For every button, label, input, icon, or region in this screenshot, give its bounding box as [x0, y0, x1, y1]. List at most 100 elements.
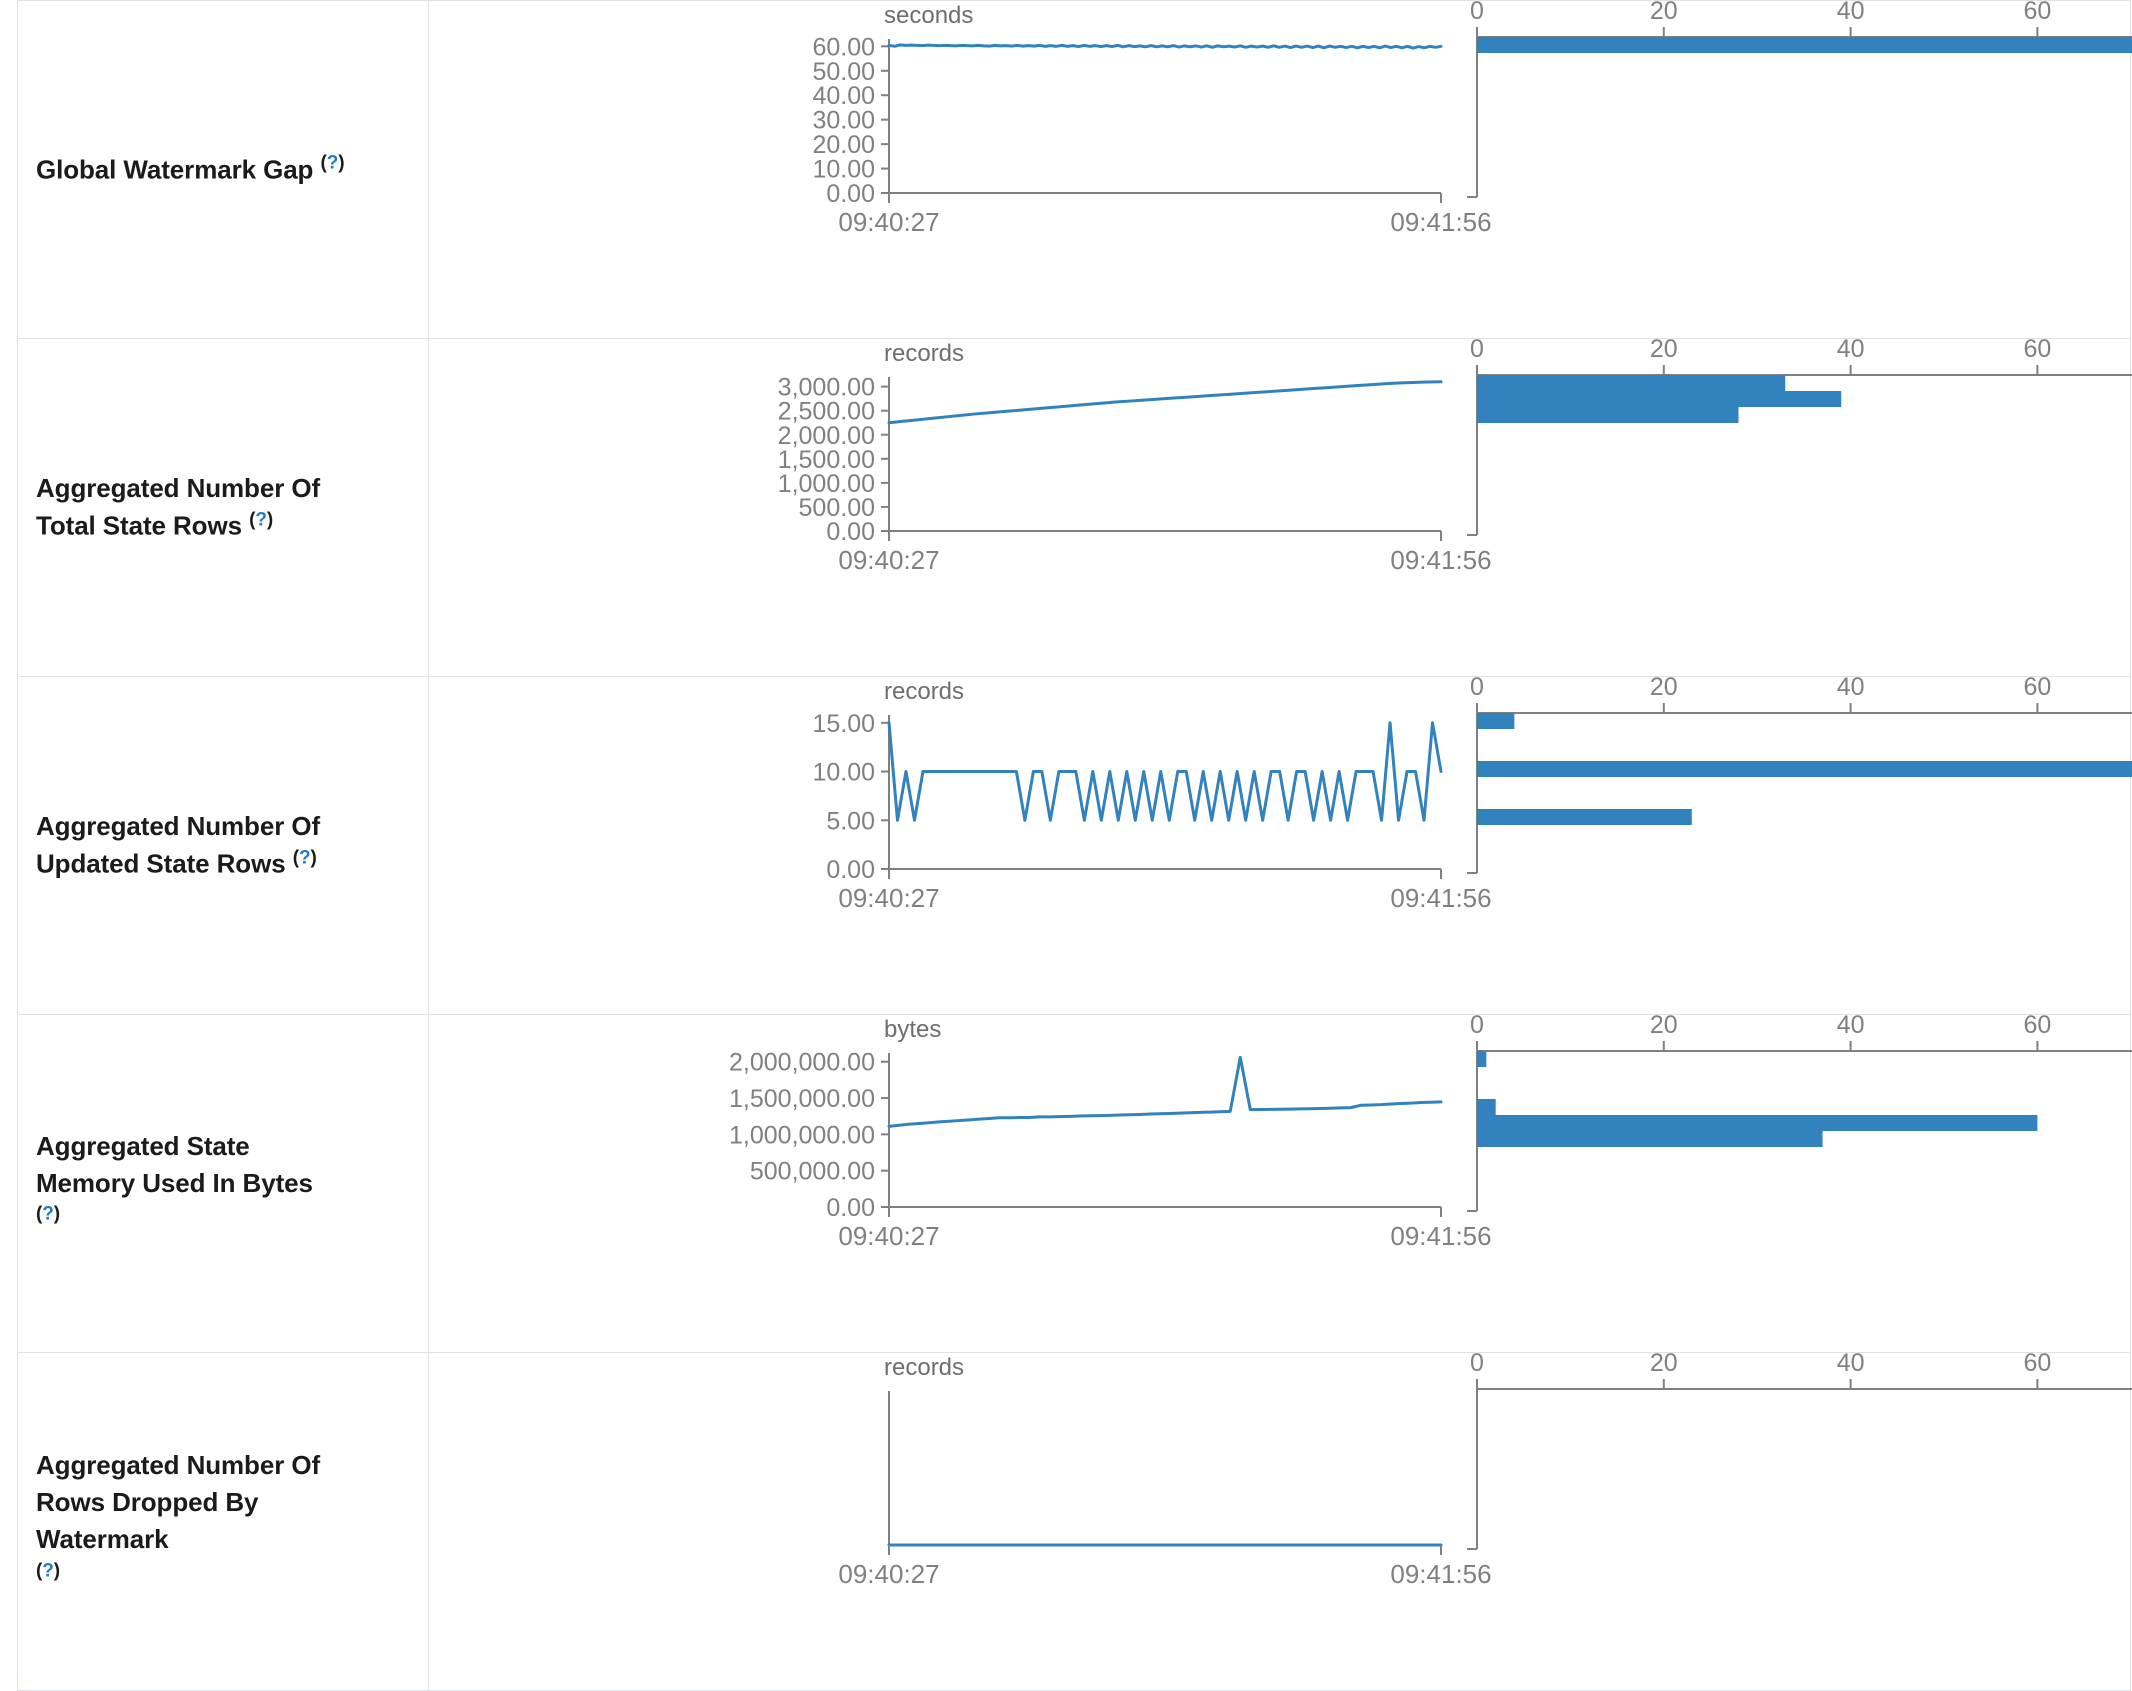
histogram-chart-aggregated-state-memory-used-in-bytes: 020406080100#batches: [1467, 1011, 2132, 1212]
metric-label-line: Aggregated State: [36, 1128, 402, 1165]
histogram-x-tick-label: 60: [2023, 1349, 2051, 1377]
timeline-container-aggregated-number-of-rows-dropped-by-watermark: records 09:40:27 09:41:56: [429, 1353, 1491, 1690]
histogram-x-tick-label: 60: [2023, 673, 2051, 701]
histogram-container-aggregated-number-of-rows-dropped-by-watermark: 020406080100#batches: [1449, 1349, 2132, 1690]
y-tick-label: 10.00: [812, 759, 875, 787]
timeline-container-aggregated-number-of-updated-state-rows: records 0.00 5.00 10.00 15.00 09:40:27 09:41:5…: [429, 677, 1491, 1014]
stats-row-aggregated-state-memory-used-in-bytes: Aggregated State Memory Used In Bytes (?) b…: [17, 1011, 2132, 1353]
viz-row: bytes 0.00 500,000.00 1,000,000.00 1,500,000…: [429, 1011, 2132, 1352]
metric-label-line: Updated State Rows (?): [36, 845, 402, 883]
y-tick-label: 60.00: [812, 33, 875, 61]
metric-viz-cell-aggregated-state-memory-used-in-bytes: bytes 0.00 500,000.00 1,000,000.00 1,500,000…: [428, 1011, 2132, 1353]
x-axis-end-time: 09:41:56: [1390, 883, 1491, 913]
stats-row-aggregated-number-of-rows-dropped-by-watermark: Aggregated Number Of Rows Dropped By Water…: [17, 1349, 2132, 1691]
help-tooltip-marker: (?): [320, 152, 344, 184]
y-tick-label: 0.00: [826, 180, 875, 208]
x-axis-end-time: 09:41:56: [1390, 1559, 1491, 1589]
metric-label-line: Memory Used In Bytes: [36, 1165, 402, 1202]
metric-label-line: Aggregated Number Of: [36, 470, 402, 507]
histogram-x-tick-label: 40: [1837, 1349, 1865, 1377]
y-tick-label: 10.00: [812, 156, 875, 184]
metric-viz-cell-aggregated-number-of-rows-dropped-by-watermark: records09:40:2709:41:56020406080100#batc…: [428, 1349, 2132, 1691]
metric-label-text: Aggregated State: [36, 1130, 250, 1161]
histogram-bar: [1477, 1051, 1487, 1067]
y-tick-label: 500,000.00: [750, 1158, 875, 1186]
y-tick-label: 20.00: [812, 131, 875, 159]
paren-open: (: [320, 152, 327, 174]
x-axis-end-time: 09:41:56: [1390, 207, 1491, 237]
help-icon[interactable]: ?: [255, 509, 267, 531]
metric-label-text: Aggregated Number Of: [36, 473, 321, 504]
help-tooltip-marker: (?): [249, 509, 274, 541]
y-tick-label: 2,000,000.00: [729, 1049, 875, 1077]
metric-label-text: Watermark: [36, 1524, 169, 1555]
metric-label-text: Total State Rows: [36, 510, 242, 541]
histogram-x-tick-label: 0: [1470, 0, 1484, 25]
help-icon[interactable]: ?: [42, 1203, 54, 1225]
y-tick-label: 30.00: [812, 107, 875, 135]
metric-label-text: Global Watermark Gap: [36, 154, 314, 185]
metric-label-cell-aggregated-number-of-rows-dropped-by-watermark: Aggregated Number Of Rows Dropped By Water…: [17, 1352, 429, 1691]
stats-row-aggregated-number-of-total-state-rows: Aggregated Number Of Total State Rows (?)…: [17, 335, 2132, 677]
y-axis-unit-label: bytes: [884, 1016, 941, 1043]
x-axis-end-time: 09:41:56: [1390, 1221, 1491, 1251]
y-tick-label: 1,000.00: [778, 470, 875, 498]
viz-row: records09:40:2709:41:56020406080100#batc…: [429, 1349, 2132, 1690]
y-tick-label: 1,500,000.00: [729, 1085, 875, 1113]
y-tick-label: 2,500.00: [778, 398, 875, 426]
paren-close: ): [266, 509, 274, 531]
histogram-x-tick-label: 20: [1650, 673, 1678, 701]
histogram-container-aggregated-number-of-updated-state-rows: 020406080100#batches: [1449, 673, 2132, 1014]
paren-open: (: [249, 509, 256, 531]
metric-label-text: Rows Dropped By: [36, 1487, 259, 1518]
histogram-x-tick-label: 0: [1470, 335, 1484, 363]
help-icon[interactable]: ?: [42, 1560, 54, 1582]
histogram-x-tick-label: 60: [2023, 0, 2051, 25]
x-axis-start-time: 09:40:27: [838, 883, 939, 913]
help-icon[interactable]: ?: [298, 847, 311, 869]
histogram-bar: [1477, 375, 1786, 391]
histogram-bar: [1477, 391, 1842, 407]
histogram-x-tick-label: 40: [1837, 335, 1865, 363]
stats-row-aggregated-number-of-updated-state-rows: Aggregated Number Of Updated State Rows (…: [17, 673, 2132, 1015]
x-axis-start-time: 09:40:27: [838, 545, 939, 575]
metric-label-line: (?): [36, 1558, 402, 1596]
y-tick-label: 2,000.00: [778, 422, 875, 450]
y-tick-label: 3,000.00: [778, 374, 875, 402]
stats-row-global-watermark-gap: Global Watermark Gap (?) seconds 0.00 10.00…: [17, 0, 2132, 339]
metric-label-text: Updated State Rows: [36, 848, 286, 879]
metric-label-cell-aggregated-number-of-total-state-rows: Aggregated Number Of Total State Rows (?): [17, 338, 429, 677]
histogram-bar: [1477, 761, 2132, 777]
series-line-aggregated-state-memory-used-in-bytes: [887, 1055, 1443, 1128]
histogram-x-tick-label: 0: [1470, 673, 1484, 701]
histogram-container-global-watermark-gap: 020406080100#batches: [1449, 0, 2132, 338]
y-tick-label: 0.00: [826, 856, 875, 884]
paren-open: (: [36, 1560, 43, 1582]
metric-viz-cell-aggregated-number-of-total-state-rows: records 0.00 500.00 1,000.00 1,500.00 2,000.0…: [428, 335, 2132, 677]
metric-label-cell-aggregated-number-of-updated-state-rows: Aggregated Number Of Updated State Rows (…: [17, 676, 429, 1015]
help-tooltip-marker: (?): [292, 847, 317, 879]
paren-close: ): [53, 1203, 60, 1225]
paren-open: (: [292, 847, 299, 869]
metric-label-line: Global Watermark Gap (?): [36, 151, 402, 189]
y-tick-label: 0.00: [826, 1194, 875, 1222]
histogram-bar: [1477, 37, 2132, 53]
histogram-x-tick-label: 60: [2023, 1011, 2051, 1039]
histogram-x-tick-label: 40: [1837, 0, 1865, 25]
histogram-x-tick-label: 0: [1470, 1349, 1484, 1377]
histogram-chart-global-watermark-gap: 020406080100#batches: [1467, 0, 2132, 198]
metric-viz-cell-global-watermark-gap: seconds 0.00 10.00 20.00 30.00 40.00 50.00 60.0…: [428, 0, 2132, 339]
help-icon[interactable]: ?: [326, 152, 339, 174]
histogram-x-tick-label: 60: [2023, 335, 2051, 363]
x-axis-end-time: 09:41:56: [1390, 545, 1491, 575]
histogram-bar: [1477, 1115, 2038, 1131]
y-tick-label: 0.00: [826, 518, 875, 546]
metric-label-line: Aggregated Number Of: [36, 808, 402, 845]
y-tick-label: 1,000,000.00: [729, 1121, 875, 1149]
y-tick-label: 15.00: [812, 710, 875, 738]
histogram-x-tick-label: 20: [1650, 335, 1678, 363]
histogram-chart-aggregated-number-of-updated-state-rows: 020406080100#batches: [1467, 673, 2132, 874]
histogram-bar: [1477, 713, 1515, 729]
metric-label-cell-global-watermark-gap: Global Watermark Gap (?): [17, 0, 429, 339]
metric-label-line: (?): [36, 1202, 402, 1240]
